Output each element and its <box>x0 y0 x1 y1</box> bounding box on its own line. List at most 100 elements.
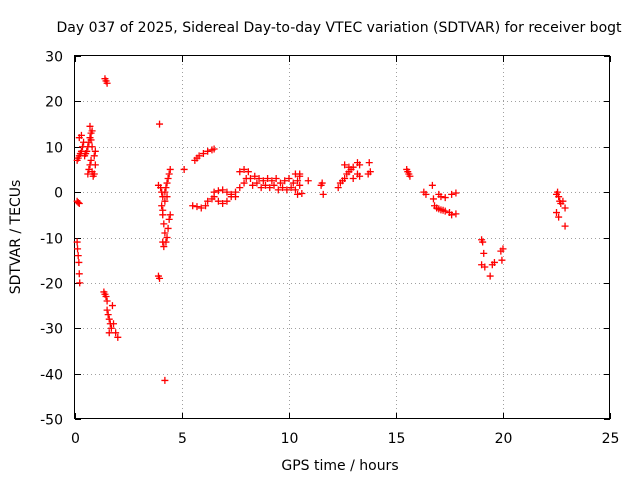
y-tick-label: -40 <box>40 368 63 384</box>
data-point <box>561 222 569 230</box>
data-point <box>156 120 164 128</box>
data-point <box>261 181 269 189</box>
data-point <box>199 150 207 158</box>
data-point <box>345 163 353 171</box>
data-point <box>257 184 265 192</box>
data-point <box>298 189 306 197</box>
data-point <box>219 199 227 207</box>
data-point <box>166 211 174 219</box>
data-point <box>103 297 111 305</box>
data-point <box>193 203 201 211</box>
data-point <box>74 252 82 260</box>
data-point <box>266 184 274 192</box>
data-point <box>268 177 276 185</box>
data-point <box>318 179 326 187</box>
y-tick-labels: -50 -40 -30 -20 -10 0 10 20 30 <box>40 50 63 429</box>
data-point <box>105 329 113 337</box>
x-axis-label: GPS time / hours <box>281 458 398 474</box>
data-point <box>341 175 349 183</box>
data-point <box>164 224 172 232</box>
data-point <box>304 177 312 185</box>
data-point <box>223 188 231 196</box>
data-point <box>240 165 248 173</box>
data-point <box>291 186 299 194</box>
data-point <box>74 245 82 253</box>
data-point <box>112 329 120 337</box>
data-point <box>452 189 460 197</box>
data-point <box>554 188 562 196</box>
data-point <box>88 127 96 135</box>
data-point <box>480 249 488 257</box>
y-tick-label: -50 <box>40 413 63 429</box>
data-point <box>75 270 83 278</box>
data-point <box>236 184 244 192</box>
data-point <box>214 187 222 195</box>
data-point <box>334 184 342 192</box>
data-point <box>251 172 259 180</box>
data-point <box>83 147 91 155</box>
data-point <box>281 177 289 185</box>
data-point <box>86 122 94 130</box>
data-point <box>246 175 254 183</box>
y-tick-label: -10 <box>40 232 63 248</box>
data-point <box>165 215 173 223</box>
grid-lines <box>75 56 610 419</box>
data-point <box>162 238 170 246</box>
data-point <box>204 147 212 155</box>
data-point <box>236 168 244 176</box>
data-point <box>287 184 295 192</box>
data-point <box>114 333 122 341</box>
data-point <box>406 172 414 180</box>
axis-ticks <box>75 56 611 420</box>
data-point <box>105 315 113 323</box>
x-tick-label: 20 <box>495 431 513 447</box>
chart-title: Day 037 of 2025, Sidereal Day-to-day VTE… <box>56 20 622 36</box>
x-tick-label: 25 <box>602 431 620 447</box>
data-point <box>162 184 170 192</box>
data-point <box>107 324 115 332</box>
data-point <box>555 193 563 201</box>
data-point <box>253 179 261 187</box>
data-point <box>429 195 437 203</box>
data-point <box>156 274 164 282</box>
data-point <box>210 188 218 196</box>
data-point <box>161 188 169 196</box>
data-point <box>365 159 373 167</box>
data-point <box>283 186 291 194</box>
data-point <box>294 190 302 198</box>
data-point <box>74 199 82 207</box>
data-point <box>102 292 110 300</box>
data-point <box>73 238 81 246</box>
data-point <box>479 238 487 246</box>
data-point <box>356 161 364 169</box>
data-point <box>448 211 456 219</box>
data-points <box>73 75 569 384</box>
data-point <box>160 220 168 228</box>
y-tick-label: 0 <box>54 186 63 202</box>
data-point <box>84 170 92 178</box>
data-point <box>163 234 171 241</box>
data-point <box>161 197 169 205</box>
data-point <box>164 175 172 183</box>
data-point <box>274 186 282 194</box>
data-point <box>481 263 489 271</box>
data-point <box>165 170 173 178</box>
data-point <box>166 165 174 173</box>
data-point <box>161 376 169 384</box>
data-point <box>249 181 257 189</box>
data-point <box>279 184 287 192</box>
data-point <box>441 194 449 202</box>
data-point <box>366 168 374 176</box>
y-tick-label: 30 <box>45 50 63 66</box>
data-point <box>77 131 85 139</box>
data-point <box>223 197 231 205</box>
data-point <box>90 170 98 178</box>
data-point <box>214 197 222 205</box>
data-point <box>75 199 83 207</box>
data-point <box>195 152 203 160</box>
data-point <box>160 243 168 251</box>
data-point <box>227 190 235 198</box>
data-point <box>161 229 169 237</box>
data-point <box>110 320 118 328</box>
data-point <box>553 209 560 217</box>
